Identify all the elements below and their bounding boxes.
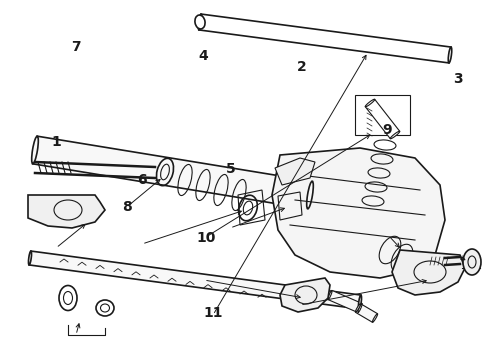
Text: 7: 7: [71, 40, 81, 54]
Polygon shape: [28, 195, 105, 228]
Ellipse shape: [307, 181, 313, 209]
Polygon shape: [328, 291, 362, 312]
Polygon shape: [365, 99, 400, 139]
Text: 2: 2: [296, 60, 306, 73]
Text: 1: 1: [51, 135, 61, 149]
Ellipse shape: [198, 14, 202, 30]
Text: 3: 3: [453, 72, 463, 86]
Ellipse shape: [365, 99, 375, 107]
Text: 6: 6: [137, 173, 147, 187]
Text: 4: 4: [198, 49, 208, 63]
Polygon shape: [392, 250, 465, 295]
Text: 5: 5: [225, 162, 235, 176]
Ellipse shape: [28, 251, 31, 265]
Ellipse shape: [448, 47, 452, 63]
Polygon shape: [272, 148, 445, 278]
Text: 9: 9: [382, 123, 392, 136]
Ellipse shape: [195, 15, 205, 29]
Polygon shape: [280, 278, 330, 312]
Polygon shape: [355, 304, 377, 322]
Ellipse shape: [328, 291, 332, 300]
Ellipse shape: [32, 136, 38, 164]
Text: 11: 11: [203, 306, 223, 320]
Text: 8: 8: [122, 200, 132, 214]
Ellipse shape: [372, 314, 378, 322]
Text: 10: 10: [196, 231, 216, 244]
Polygon shape: [275, 158, 315, 185]
Polygon shape: [33, 136, 312, 209]
Ellipse shape: [359, 295, 362, 309]
Ellipse shape: [358, 303, 362, 312]
Polygon shape: [29, 251, 361, 309]
Ellipse shape: [390, 131, 400, 139]
Ellipse shape: [463, 249, 481, 275]
Polygon shape: [199, 14, 451, 63]
Ellipse shape: [355, 304, 361, 312]
